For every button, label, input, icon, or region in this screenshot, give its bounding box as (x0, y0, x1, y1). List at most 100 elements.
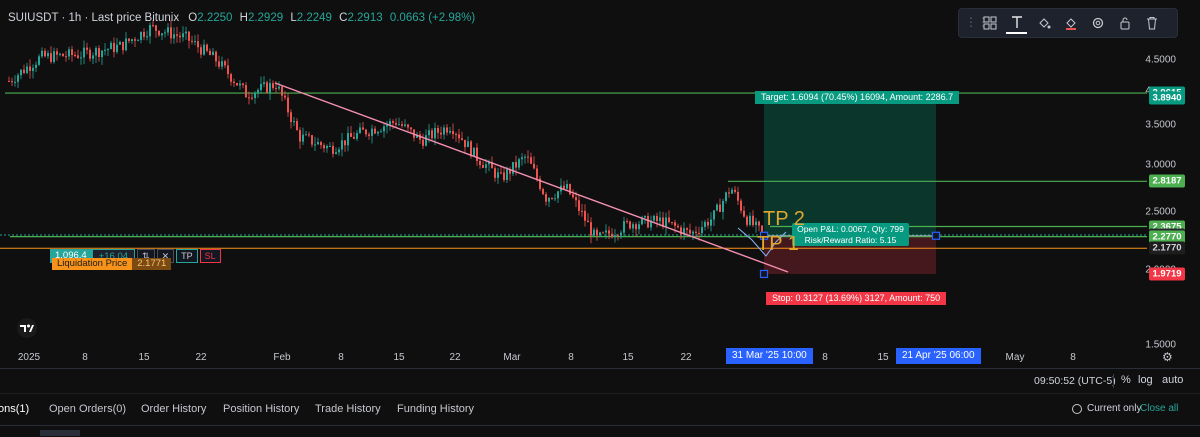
chart-area[interactable]: SUIUSDT · 1h · Last price Bitunix O2.225… (0, 0, 1200, 350)
time-tick-label: 8 (568, 352, 574, 363)
candle-body (233, 81, 235, 84)
tab-funding-history[interactable]: Funding History (397, 403, 475, 415)
close-all-button[interactable]: Close all (1140, 403, 1179, 414)
candle-body (161, 33, 163, 36)
open-label: O (188, 12, 198, 24)
auto-toggle[interactable]: auto (1162, 374, 1184, 386)
object-tree-icon[interactable] (979, 12, 1000, 34)
candle-body (44, 50, 46, 57)
settings-icon[interactable] (1087, 12, 1108, 34)
candle-body (500, 172, 502, 174)
symbol-title: SUIUSDT · 1h · Last price Bitunix (8, 12, 180, 24)
chart-settings-icon[interactable]: ⚙ (1162, 350, 1173, 364)
tab-order-history[interactable]: Order History (141, 403, 207, 415)
candle-body (116, 44, 118, 52)
candle-body (752, 215, 754, 226)
candle-body (422, 139, 424, 146)
candle-body (452, 131, 454, 135)
candle-body (527, 156, 529, 158)
candle-body (503, 172, 505, 180)
candle-body (170, 27, 172, 39)
time-tick-label: 22 (195, 352, 207, 363)
candle-body (386, 124, 388, 127)
grip-icon[interactable]: ⋮⋮ (965, 15, 989, 29)
candle-body (644, 215, 646, 218)
candle-body (698, 232, 700, 234)
tab-trade-history[interactable]: Trade History (315, 403, 381, 415)
candle-body (587, 220, 589, 223)
candle-body (134, 39, 136, 41)
tradingview-logo-icon[interactable] (15, 318, 39, 338)
candle-body (473, 147, 475, 157)
candle-body (56, 51, 58, 55)
candle-body (200, 47, 202, 55)
price-tick-label: 4.5000 (1145, 54, 1176, 66)
log-toggle[interactable]: log (1138, 374, 1153, 386)
price-tag: 3.8940 (1149, 91, 1185, 104)
candle-body (128, 38, 130, 42)
time-tick-label: 8 (82, 352, 88, 363)
candle-body (728, 192, 730, 194)
candle-body (74, 54, 76, 56)
current-only-label: Current only (1087, 403, 1142, 414)
price-chart[interactable] (0, 0, 1200, 345)
current-only-toggle[interactable]: Current only (1072, 403, 1141, 414)
candle-body (89, 49, 91, 59)
candle-body (110, 42, 112, 50)
candle-body (683, 228, 685, 235)
time-tick-label: 15 (138, 352, 150, 363)
candle-body (272, 83, 274, 89)
candle-body (638, 224, 640, 230)
sl-button[interactable]: SL (199, 249, 221, 263)
candle-body (143, 31, 145, 37)
close-label: C (339, 12, 348, 24)
candle-body (521, 157, 523, 160)
candle-body (173, 34, 175, 39)
footer-strip (0, 425, 1200, 437)
price-tick-label: 3.0000 (1145, 159, 1176, 171)
candle-body (41, 50, 43, 57)
text-tool-icon[interactable] (1006, 12, 1027, 34)
candle-body (407, 124, 409, 128)
candle-body (266, 82, 268, 93)
candle-body (392, 121, 394, 123)
candle-body (554, 198, 556, 200)
candle-body (632, 224, 634, 229)
candle-body (629, 221, 631, 229)
delete-icon[interactable] (1141, 12, 1162, 34)
line-color-icon[interactable] (1060, 12, 1081, 34)
price-tag: 1.9719 (1149, 267, 1185, 281)
tab-open-orders[interactable]: Open Orders(0) (49, 403, 127, 415)
candle-body (83, 47, 85, 58)
tp2-annotation[interactable]: TP 2 (763, 208, 805, 230)
clock[interactable]: 09:50:52 (UTC-5) (1034, 375, 1116, 387)
percent-toggle[interactable]: % (1121, 374, 1131, 386)
wedge-drawing (737, 227, 787, 257)
candle-body (245, 85, 247, 98)
drag-handle (759, 269, 769, 279)
candle-body (338, 149, 340, 153)
candle-body (347, 133, 349, 146)
drawing-toolbar[interactable]: ⋮⋮ (958, 8, 1178, 38)
tp1-annotation[interactable]: TP 1 (757, 233, 799, 255)
tp-button[interactable]: TP (176, 249, 198, 263)
candle-body (437, 127, 439, 133)
time-tick-label: 22 (680, 352, 692, 363)
tab-position-history[interactable]: Position History (223, 403, 300, 415)
candle-body (101, 50, 103, 57)
lock-icon[interactable] (1114, 12, 1135, 34)
tab-positions[interactable]: ons(1) (0, 403, 30, 415)
candle-body (308, 134, 310, 136)
fill-color-icon[interactable] (1033, 12, 1054, 34)
candle-body (656, 215, 658, 222)
candle-body (635, 224, 637, 230)
candle-body (518, 159, 520, 168)
risk-reward-line: Risk/Reward Ratio: 5.15 (804, 234, 897, 245)
radio-icon[interactable] (1072, 403, 1082, 414)
candle-body (725, 192, 727, 201)
target-label: Target: 1.6094 (70.45%) 16094, Amount: 2… (755, 91, 960, 104)
candle-body (737, 191, 739, 201)
candle-body (140, 31, 142, 41)
candle-body (608, 230, 610, 234)
candle-body (92, 55, 94, 59)
